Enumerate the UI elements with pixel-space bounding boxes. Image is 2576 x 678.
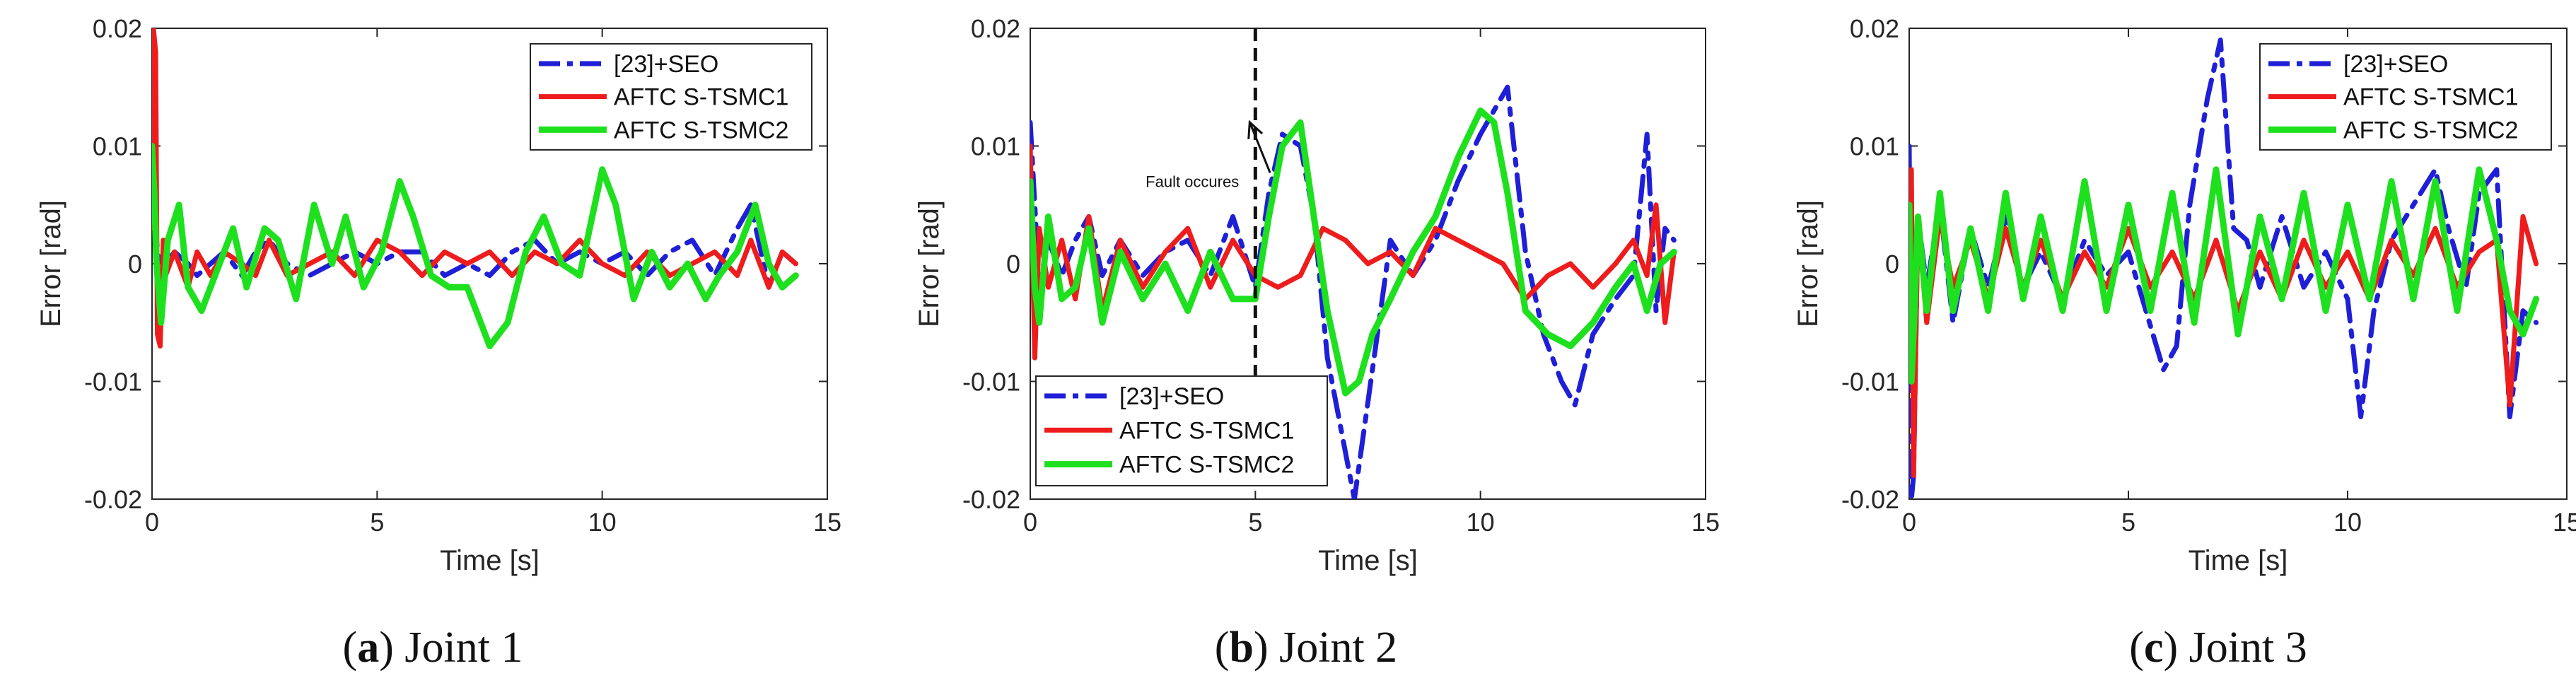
y-tick-label: -0.01: [84, 368, 142, 397]
panel-b: 0 5 10 15 -0.02 -0.01 0 0.01 0.02 Time [s] Error […: [914, 14, 1720, 672]
x-tick-label: 10: [2333, 508, 2362, 537]
x-tick-label: 0: [1902, 508, 1916, 537]
annotation-text: Fault occures: [1146, 173, 1239, 190]
annotation-arrow: [1248, 122, 1271, 174]
y-tick-label: -0.02: [962, 485, 1020, 514]
caption-close-paren: ): [379, 624, 404, 672]
legend-label: AFTC S-TSMC1: [614, 84, 788, 111]
caption-close-paren: ): [2163, 624, 2189, 672]
panel-c: 0 5 10 15 -0.02 -0.01 0 0.01 0.02 Time [s] Error […: [1793, 14, 2576, 672]
y-tick-label: -0.01: [1841, 368, 1899, 397]
y-tick-label: 0.02: [1850, 14, 1899, 43]
y-tick-label: 0: [1885, 250, 1899, 279]
legend: [23]+SEO AFTC S-TSMC1 AFTC S-TSMC2: [2259, 43, 2552, 151]
legend-label: AFTC S-TSMC2: [1119, 452, 1294, 479]
y-tick-label: 0.02: [971, 14, 1020, 43]
series-line-aftc-s-tsmc2: [1030, 107, 1677, 397]
y-tick-label: 0.01: [93, 132, 142, 161]
legend-label: [23]+SEO: [2343, 51, 2448, 78]
panel-caption: (b) Joint 2: [1215, 624, 1397, 672]
x-tick-label: 5: [2121, 508, 2135, 537]
x-tick-label: 0: [1023, 508, 1037, 537]
caption-text: Joint 1: [404, 624, 523, 672]
arrow-head-icon: [1247, 119, 1264, 139]
y-axis-label: Error [rad]: [1793, 200, 1824, 327]
y-tick-label: 0: [1006, 250, 1020, 279]
legend-label: AFTC S-TSMC2: [614, 117, 788, 144]
y-axis-label: Error [rad]: [35, 200, 66, 327]
caption-open-paren: (: [2129, 624, 2144, 672]
caption-text: Joint 3: [2189, 624, 2307, 672]
legend-label: AFTC S-TSMC1: [2343, 84, 2518, 111]
series-line-23-seo: [152, 167, 798, 290]
x-tick-label: 10: [1467, 508, 1495, 537]
series-line-aftc-s-tsmc2: [152, 143, 799, 349]
caption-tag: b: [1229, 624, 1253, 672]
x-tick-label: 15: [813, 508, 841, 537]
legend-label: AFTC S-TSMC2: [2343, 117, 2518, 144]
x-axis-label: Time [s]: [440, 545, 540, 576]
y-tick-label: -0.01: [962, 368, 1020, 397]
x-tick-label: 15: [1691, 508, 1720, 537]
series-group: [1030, 84, 1677, 499]
caption-text: Joint 2: [1279, 624, 1397, 672]
caption-open-paren: (: [1215, 624, 1230, 672]
caption-open-paren: (: [343, 624, 358, 672]
panel-caption: (c) Joint 3: [2129, 624, 2307, 672]
series-group: [152, 28, 799, 349]
y-tick-label: -0.02: [84, 485, 142, 514]
legend: [23]+SEO AFTC S-TSMC1 AFTC S-TSMC2: [1035, 375, 1328, 486]
legend-label: [23]+SEO: [1119, 383, 1224, 410]
y-tick-label: 0.01: [971, 132, 1020, 161]
x-tick-label: 0: [145, 508, 159, 537]
y-tick-label: 0.02: [93, 14, 142, 43]
legend-label: [23]+SEO: [614, 51, 718, 78]
x-axis-label: Time [s]: [1318, 545, 1418, 576]
series-group: [1909, 37, 2540, 499]
caption-tag: c: [2144, 624, 2164, 672]
x-tick-label: 5: [1248, 508, 1262, 537]
series-line-aftc-s-tsmc2: [1909, 166, 2540, 385]
y-tick-label: 0.01: [1850, 132, 1899, 161]
panel-a: 0 5 10 15 -0.02 -0.01 0 0.01 0.02 Time [s] Error […: [35, 14, 841, 672]
y-axis-label: Error [rad]: [914, 200, 945, 327]
x-tick-label: 15: [2553, 508, 2576, 537]
x-tick-label: 10: [588, 508, 617, 537]
caption-close-paren: ): [1254, 624, 1279, 672]
caption-tag: a: [357, 624, 379, 672]
y-tick-label: 0: [128, 250, 142, 279]
y-tick-label: -0.02: [1841, 485, 1899, 514]
x-axis-label: Time [s]: [2189, 545, 2288, 576]
legend: [23]+SEO AFTC S-TSMC1 AFTC S-TSMC2: [530, 43, 812, 151]
x-tick-label: 5: [370, 508, 384, 537]
panel-caption: (a) Joint 1: [343, 624, 523, 672]
series-line-23-seo: [1030, 84, 1677, 499]
legend-label: AFTC S-TSMC1: [1119, 417, 1294, 444]
